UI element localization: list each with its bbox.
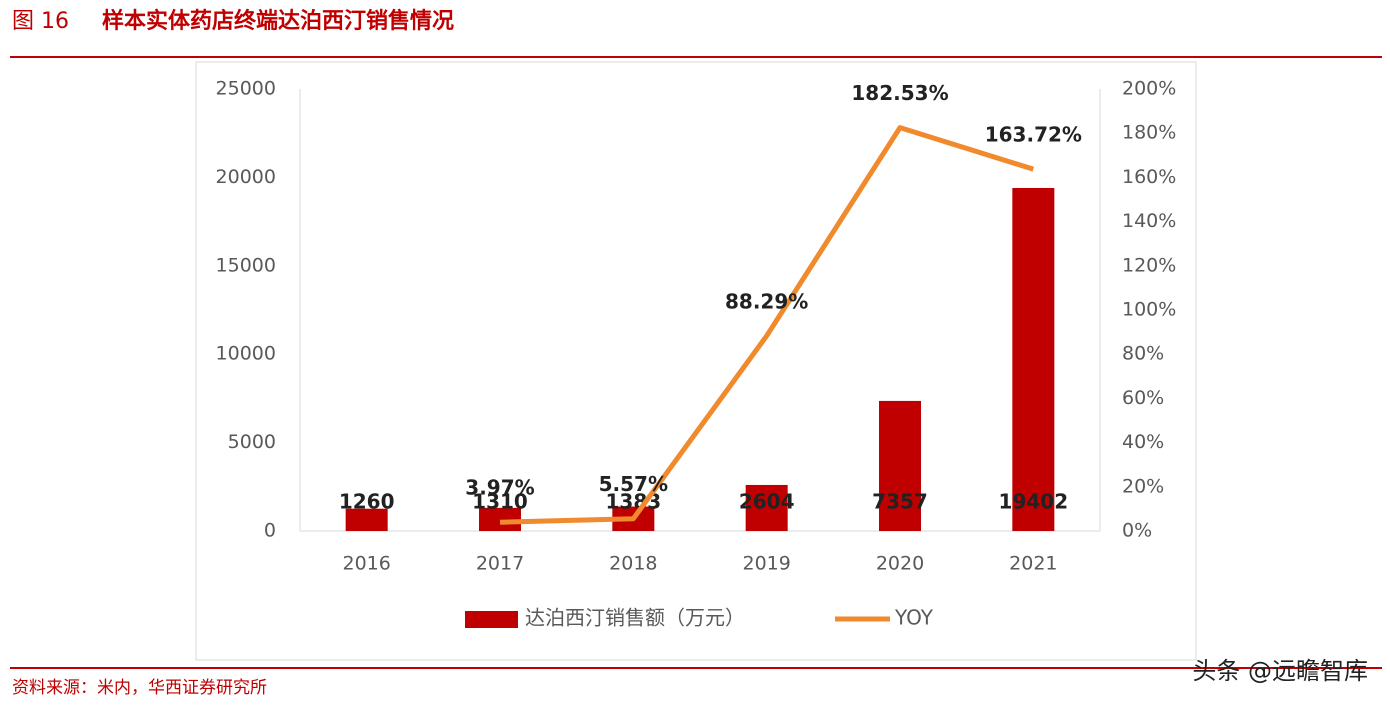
bar xyxy=(479,507,521,531)
figure-label: 图 16 xyxy=(12,9,69,34)
bar xyxy=(879,400,921,531)
y2-tick-label: 60% xyxy=(1122,387,1164,409)
y2-tick-label: 40% xyxy=(1122,431,1164,453)
bar-value-label: 1260 xyxy=(339,490,395,514)
x-tick-label: 2021 xyxy=(1009,553,1057,575)
legend-swatch xyxy=(465,611,518,628)
bar-value-label: 7357 xyxy=(872,490,928,514)
line-value-label: 3.97% xyxy=(465,476,534,500)
y-tick-label: 10000 xyxy=(216,343,276,365)
y2-tick-label: 160% xyxy=(1122,166,1176,188)
legend-label: YOY xyxy=(894,606,934,630)
bar-value-label: 1310 xyxy=(472,490,528,514)
bar xyxy=(345,508,388,531)
y2-tick-label: 140% xyxy=(1122,210,1176,232)
y-tick-label: 20000 xyxy=(216,166,276,188)
y2-tick-label: 200% xyxy=(1122,78,1176,100)
y2-tick-label: 100% xyxy=(1122,299,1176,321)
watermark: 头条 @远瞻智库 xyxy=(1192,657,1368,685)
y2-tick-label: 180% xyxy=(1122,122,1176,144)
line xyxy=(499,125,1035,525)
legend-label: 达泊西汀销售额（万元） xyxy=(525,606,745,630)
bar xyxy=(745,484,788,531)
x-tick-label: 2017 xyxy=(476,553,524,575)
line-value-label: 88.29% xyxy=(725,289,808,313)
chart-frame xyxy=(195,61,1197,661)
x-tick-label: 2019 xyxy=(742,553,790,575)
x-tick-label: 2016 xyxy=(342,553,390,575)
source: 资料来源：米内，华西证券研究所 xyxy=(12,678,267,698)
x-tick-label: 2018 xyxy=(609,553,657,575)
x-tick-label: 2020 xyxy=(876,553,924,575)
y-tick-label: 0 xyxy=(264,520,276,542)
y-tick-label: 25000 xyxy=(216,78,276,100)
figure-title: 样本实体药店终端达泊西汀销售情况 xyxy=(102,8,454,34)
y-tick-label: 5000 xyxy=(228,431,276,453)
bar xyxy=(1012,187,1055,531)
y2-tick-label: 120% xyxy=(1122,254,1176,276)
line-value-label: 5.57% xyxy=(599,472,668,496)
y2-tick-label: 0% xyxy=(1122,520,1152,542)
bar-value-label: 19402 xyxy=(999,490,1069,514)
line-value-label: 182.53% xyxy=(851,81,948,105)
bar-value-label: 2604 xyxy=(739,490,795,514)
y-tick-label: 15000 xyxy=(216,254,276,276)
y2-tick-label: 20% xyxy=(1122,475,1164,497)
y2-tick-label: 80% xyxy=(1122,343,1164,365)
line-value-label: 163.72% xyxy=(985,123,1082,147)
